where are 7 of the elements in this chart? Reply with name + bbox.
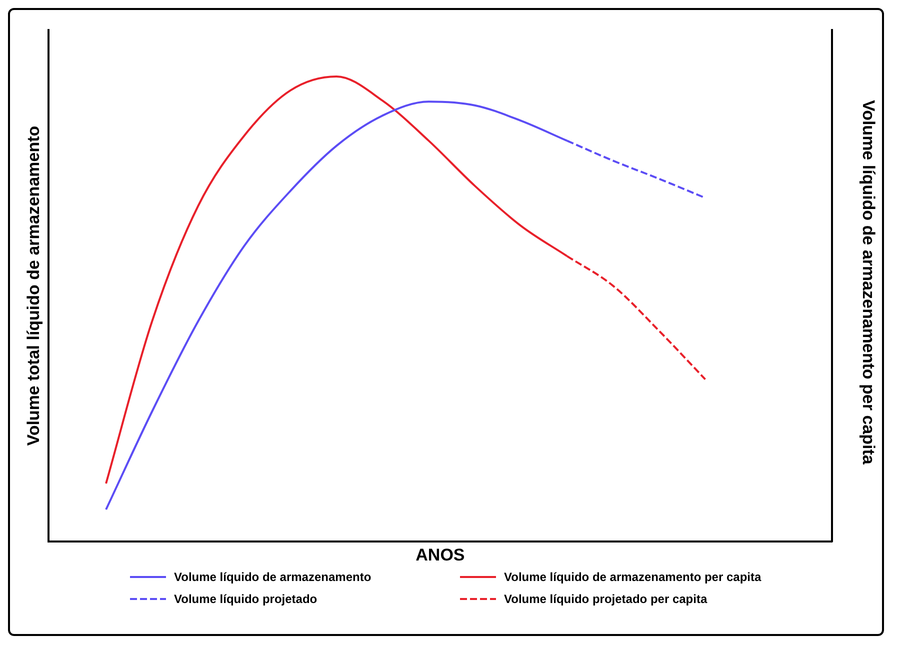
y-axis-title: Volume total líquido de armazenamento [24, 126, 43, 446]
legend-label: Volume líquido projetado per capita [504, 592, 708, 606]
legend-label: Volume líquido de armazenamento per capita [504, 570, 762, 584]
text: Volume líquido de armazenamento per capita [858, 100, 878, 464]
x-axis-title: ANOS [416, 545, 465, 564]
legend-label: Volume líquido de armazenamento [174, 570, 372, 584]
legend-label: Volume líquido projetado [174, 592, 318, 606]
